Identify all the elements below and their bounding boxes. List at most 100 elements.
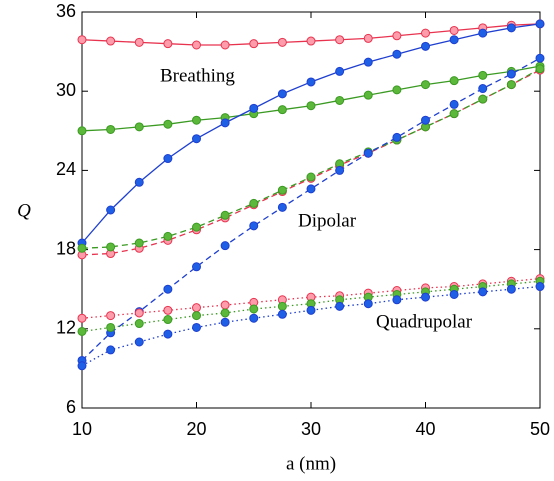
data-point: [306, 101, 316, 111]
data-point: [192, 222, 201, 232]
data-point: [277, 89, 287, 99]
data-point: [392, 85, 402, 95]
data-point: [106, 322, 116, 332]
data-point: [192, 134, 201, 144]
data-point: [163, 39, 173, 49]
data-point: [192, 262, 201, 272]
x-tick-label: 30: [301, 419, 321, 439]
data-point: [363, 90, 373, 100]
data-point: [192, 311, 201, 321]
data-point: [392, 132, 402, 142]
data-point: [106, 205, 116, 215]
data-point: [77, 326, 87, 336]
data-point: [249, 313, 259, 323]
data-point: [134, 37, 144, 47]
data-point: [306, 77, 316, 87]
x-tick-label: 40: [415, 419, 435, 439]
series-line: [81, 285, 541, 367]
data-point: [134, 308, 144, 318]
data-point: [506, 284, 516, 294]
data-point: [163, 315, 173, 325]
y-tick-label: 12: [56, 318, 76, 338]
data-point: [220, 210, 230, 220]
series-line: [81, 65, 541, 132]
data-point: [220, 317, 230, 327]
data-point: [335, 165, 345, 175]
data-point: [535, 64, 545, 74]
data-point: [535, 53, 545, 63]
annotation: Breathing: [160, 65, 235, 86]
data-point: [106, 124, 116, 134]
data-point: [392, 49, 402, 59]
data-point: [478, 287, 488, 297]
data-point: [449, 99, 459, 109]
data-point: [363, 33, 373, 43]
data-point: [77, 361, 87, 371]
data-point: [363, 57, 373, 67]
data-point: [535, 282, 545, 292]
data-point: [421, 28, 430, 38]
data-point: [335, 95, 345, 105]
y-axis-label: Q: [17, 200, 31, 221]
data-point: [506, 23, 516, 33]
data-point: [106, 36, 116, 46]
data-point: [277, 105, 287, 115]
data-point: [77, 243, 87, 253]
data-point: [249, 304, 259, 314]
data-point: [134, 122, 144, 132]
data-point: [77, 313, 87, 323]
data-point: [478, 84, 488, 94]
data-point: [449, 109, 459, 119]
data-point: [392, 31, 402, 41]
data-point: [363, 148, 373, 158]
data-point: [134, 177, 144, 187]
data-point: [163, 154, 173, 164]
y-tick-label: 24: [56, 159, 76, 179]
y-tick-label: 30: [56, 80, 76, 100]
annotation: Dipolar: [298, 210, 357, 231]
data-point: [220, 241, 230, 251]
data-point: [163, 329, 173, 339]
data-point: [192, 303, 201, 313]
data-point: [335, 35, 345, 45]
x-tick-label: 10: [72, 419, 92, 439]
x-axis-label: a (nm): [286, 453, 336, 474]
data-point: [192, 115, 201, 125]
data-point: [163, 119, 173, 129]
data-point: [249, 103, 259, 113]
data-point: [421, 41, 430, 51]
data-point: [449, 25, 459, 35]
data-point: [421, 115, 430, 125]
data-point: [277, 185, 287, 195]
y-tick-label: 6: [66, 397, 76, 417]
data-point: [249, 39, 259, 49]
data-point: [506, 69, 516, 79]
data-point: [449, 76, 459, 86]
data-point: [335, 301, 345, 311]
annotation: Quadrupolar: [376, 311, 473, 332]
data-point: [421, 292, 430, 302]
data-point: [163, 284, 173, 294]
data-point: [277, 37, 287, 47]
data-point: [220, 118, 230, 128]
data-point: [163, 305, 173, 315]
data-point: [192, 40, 201, 50]
data-point: [134, 337, 144, 347]
data-point: [478, 28, 488, 38]
data-point: [306, 172, 316, 182]
data-point: [77, 126, 87, 136]
data-point: [220, 308, 230, 318]
data-point: [449, 289, 459, 299]
data-point: [277, 309, 287, 319]
data-point: [478, 70, 488, 80]
series-line: [81, 57, 541, 361]
data-point: [192, 322, 201, 332]
x-tick-label: 50: [530, 419, 550, 439]
data-point: [77, 35, 87, 45]
data-point: [478, 94, 488, 104]
data-point: [220, 300, 230, 310]
data-point: [106, 242, 116, 252]
data-point: [134, 238, 144, 248]
data-point: [335, 66, 345, 76]
data-point: [506, 80, 516, 90]
